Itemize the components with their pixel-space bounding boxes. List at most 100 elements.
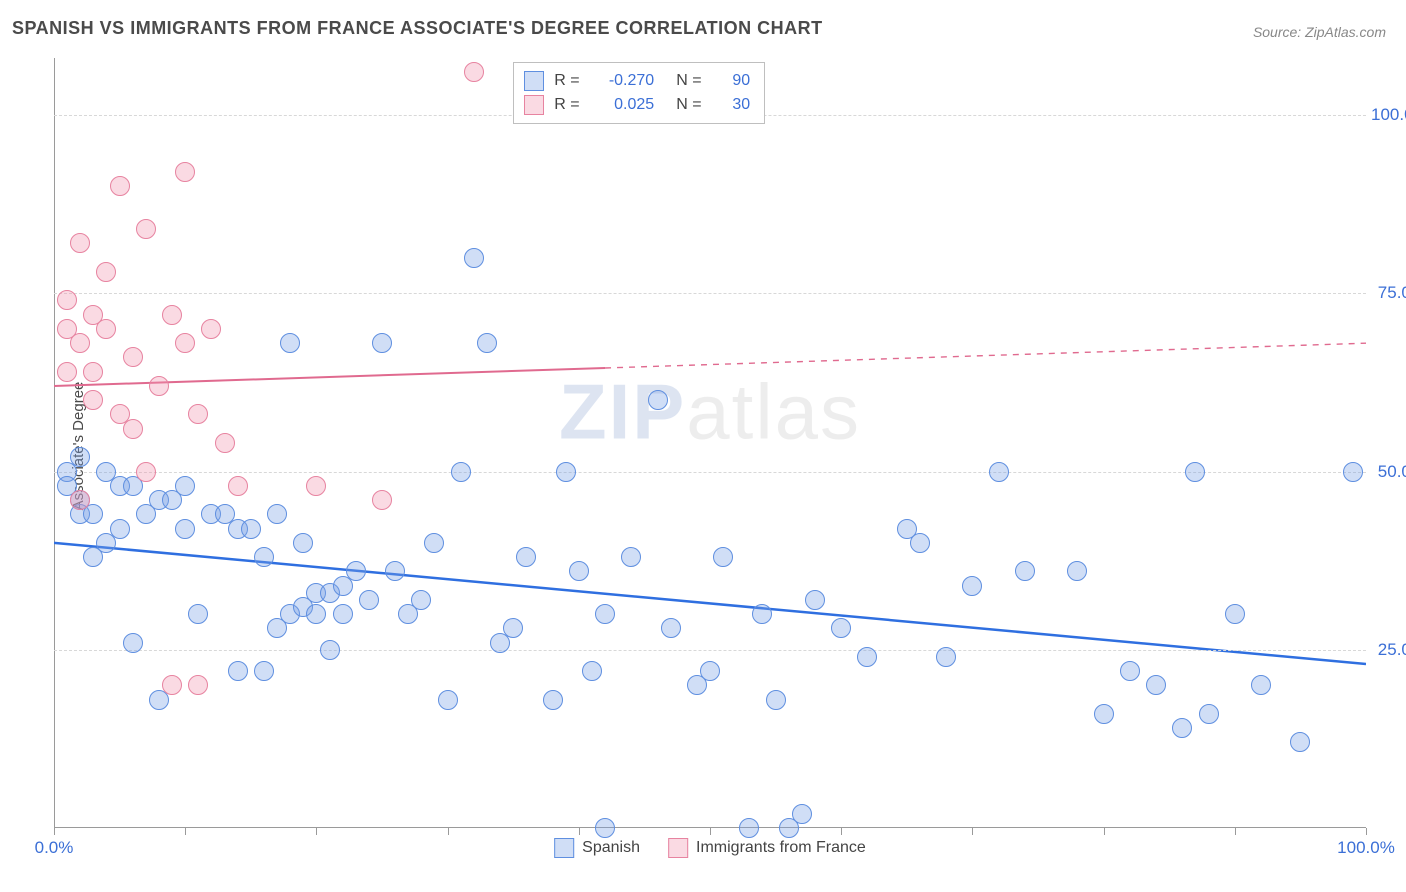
data-point [1185,462,1205,482]
legend-swatch [668,838,688,858]
data-point [175,519,195,539]
data-point [411,590,431,610]
data-point [1120,661,1140,681]
legend-r-label: R = [554,93,584,117]
chart-area: ZIPatlas 25.0%50.0%75.0%100.0%0.0%100.0%… [54,58,1366,828]
chart-title: SPANISH VS IMMIGRANTS FROM FRANCE ASSOCI… [12,18,823,39]
data-point [1094,704,1114,724]
data-point [857,647,877,667]
data-point [123,347,143,367]
legend-r-label: R = [554,69,584,93]
legend-swatch [524,71,544,91]
data-point [175,162,195,182]
data-point [451,462,471,482]
data-point [293,533,313,553]
data-point [1146,675,1166,695]
plot-area: ZIPatlas 25.0%50.0%75.0%100.0%0.0%100.0% [54,58,1366,828]
data-point [241,519,261,539]
x-tick [54,828,55,835]
legend-swatch [524,95,544,115]
data-point [1343,462,1363,482]
x-tick [841,828,842,835]
data-point [110,519,130,539]
data-point [188,404,208,424]
watermark: ZIPatlas [559,367,861,458]
y-tick-label: 75.0% [1371,283,1406,303]
data-point [70,447,90,467]
data-point [70,233,90,253]
legend-r-value: 0.025 [594,93,654,117]
data-point [1067,561,1087,581]
data-point [254,547,274,567]
legend-n-label: N = [676,69,706,93]
data-point [595,818,615,838]
data-point [149,376,169,396]
data-point [543,690,563,710]
data-point [1290,732,1310,752]
series-legend: Spanish Immigrants from France [554,838,866,858]
data-point [464,62,484,82]
data-point [661,618,681,638]
data-point [57,290,77,310]
data-point [346,561,366,581]
data-point [306,476,326,496]
data-point [962,576,982,596]
data-point [1172,718,1192,738]
legend-n-value: 90 [716,69,750,93]
legend-r-value: -0.270 [594,69,654,93]
data-point [175,333,195,353]
data-point [739,818,759,838]
x-tick [972,828,973,835]
data-point [123,633,143,653]
y-tick-label: 50.0% [1371,462,1406,482]
data-point [188,604,208,624]
data-point [595,604,615,624]
data-point [713,547,733,567]
data-point [700,661,720,681]
data-point [648,390,668,410]
x-tick-label: 100.0% [1337,838,1395,858]
data-point [228,476,248,496]
x-tick [448,828,449,835]
data-point [989,462,1009,482]
data-point [385,561,405,581]
data-point [83,390,103,410]
data-point [83,362,103,382]
data-point [556,462,576,482]
y-axis [54,58,55,828]
data-point [96,262,116,282]
data-point [306,604,326,624]
data-point [477,333,497,353]
data-point [136,219,156,239]
legend-row: R = -0.270 N = 90 [524,69,750,93]
legend-label: Immigrants from France [696,839,866,857]
x-tick [316,828,317,835]
data-point [831,618,851,638]
data-point [372,333,392,353]
legend-n-value: 30 [716,93,750,117]
data-point [503,618,523,638]
trend-lines [54,58,1366,828]
data-point [1015,561,1035,581]
x-tick [579,828,580,835]
legend-item: Immigrants from France [668,838,866,858]
data-point [267,504,287,524]
y-tick-label: 25.0% [1371,640,1406,660]
watermark-zip: ZIP [559,368,686,456]
legend-item: Spanish [554,838,640,858]
data-point [57,362,77,382]
data-point [359,590,379,610]
data-point [320,640,340,660]
legend-swatch [554,838,574,858]
data-point [792,804,812,824]
x-tick [1235,828,1236,835]
data-point [582,661,602,681]
data-point [280,333,300,353]
legend-row: R = 0.025N =30 [524,93,750,117]
gridline [54,650,1366,651]
data-point [188,675,208,695]
x-tick [710,828,711,835]
chart-source: Source: ZipAtlas.com [1253,24,1386,40]
data-point [70,490,90,510]
x-tick [1366,828,1367,835]
